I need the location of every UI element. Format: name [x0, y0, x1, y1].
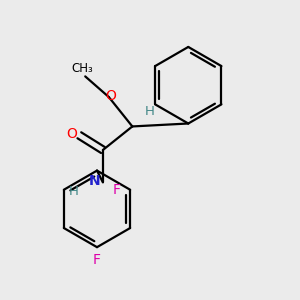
Text: H: H [68, 185, 78, 198]
Text: F: F [113, 183, 121, 197]
Text: O: O [105, 88, 116, 103]
Text: N: N [88, 174, 100, 188]
Text: CH₃: CH₃ [71, 62, 93, 75]
Text: H: H [145, 105, 155, 118]
Text: O: O [67, 127, 77, 141]
Text: F: F [93, 254, 101, 267]
